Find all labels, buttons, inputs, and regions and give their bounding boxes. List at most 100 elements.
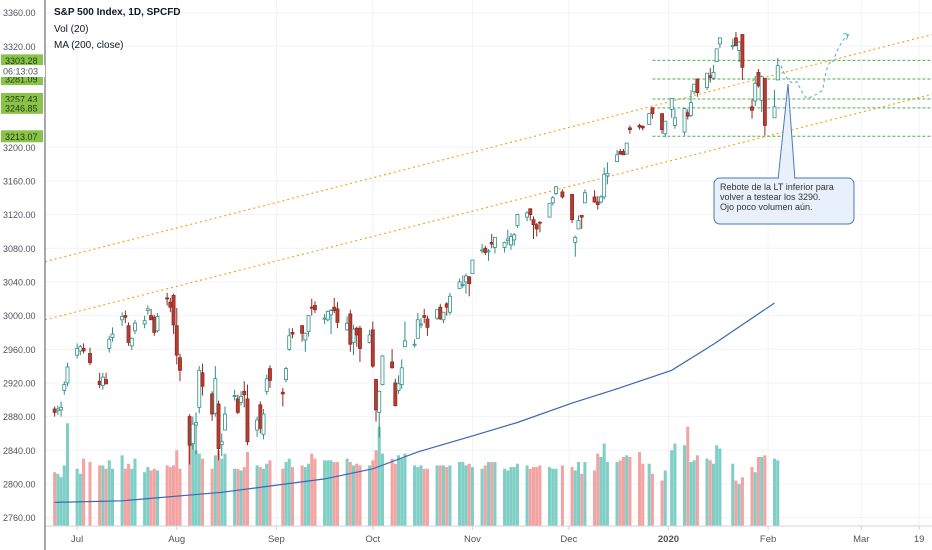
candle bbox=[624, 142, 629, 155]
legend-symbol[interactable]: S&P 500 Index, 1D, SPCFD bbox=[54, 7, 181, 18]
candle-body bbox=[255, 419, 260, 431]
volume-bar bbox=[303, 467, 307, 526]
volume-bar bbox=[200, 458, 205, 526]
candle-body bbox=[672, 117, 677, 126]
volume-bar bbox=[323, 460, 327, 526]
volume-bars bbox=[53, 423, 780, 526]
candle bbox=[509, 233, 513, 250]
volume-bar bbox=[618, 460, 622, 526]
candle-body bbox=[232, 395, 237, 397]
candle-body bbox=[171, 295, 176, 326]
volume-bar bbox=[390, 458, 394, 526]
candle-body bbox=[467, 276, 472, 285]
candle-body bbox=[419, 323, 423, 326]
time-tick-label: Aug bbox=[168, 534, 185, 545]
candle-body bbox=[647, 113, 652, 125]
volume-bar bbox=[396, 455, 401, 526]
volume-bar bbox=[233, 468, 237, 526]
candle bbox=[287, 328, 292, 351]
price-axis[interactable]: 3360.00 3320.00 3200.00 3160.00 3120.00 3080.… bbox=[3, 8, 36, 523]
candle bbox=[129, 337, 134, 351]
candle-body bbox=[717, 37, 722, 45]
candle bbox=[174, 308, 179, 365]
volume-bar bbox=[403, 453, 407, 526]
volume-bar bbox=[175, 450, 179, 526]
candle bbox=[740, 34, 745, 80]
candle bbox=[152, 314, 157, 336]
candle-body bbox=[640, 125, 645, 129]
candle bbox=[650, 107, 655, 119]
volume-bar bbox=[483, 465, 487, 526]
volume-bar bbox=[503, 468, 507, 526]
candle-body bbox=[605, 172, 610, 177]
candle-body bbox=[737, 41, 742, 51]
candle-body bbox=[730, 45, 735, 47]
time-tick-label: 2020 bbox=[658, 534, 679, 545]
candle-body bbox=[685, 112, 690, 117]
legend-ma[interactable]: MA (200, close) bbox=[54, 40, 123, 51]
callout-line-1: Rebote de la LT inferior para bbox=[720, 182, 834, 192]
volume-bar bbox=[258, 467, 262, 526]
volume-bar bbox=[509, 467, 513, 526]
volume-bar bbox=[660, 480, 664, 526]
volume-bar bbox=[625, 455, 629, 526]
volume-bar bbox=[560, 465, 564, 526]
volume-bar bbox=[596, 453, 600, 526]
candle bbox=[734, 31, 738, 47]
volume-bar bbox=[538, 465, 542, 526]
candle bbox=[528, 208, 533, 221]
volume-bar bbox=[368, 465, 372, 526]
candle-body bbox=[570, 194, 574, 221]
volume-bar bbox=[335, 462, 339, 526]
volume-bar bbox=[576, 462, 581, 526]
volume-bar bbox=[300, 465, 304, 526]
volume-bar bbox=[98, 465, 102, 526]
candle-body bbox=[168, 301, 173, 308]
candle-body bbox=[280, 391, 285, 395]
candle bbox=[142, 315, 147, 329]
volume-bar bbox=[197, 453, 201, 526]
candle-body bbox=[348, 313, 353, 345]
candle bbox=[534, 223, 539, 237]
volume-bar bbox=[438, 465, 442, 526]
annotation-callout[interactable]: Rebote de la LT inferior para volver a te… bbox=[713, 83, 855, 225]
time-axis[interactable]: Jul Aug Sep Oct Nov Dec 2020 Feb Mar 19 bbox=[71, 526, 924, 545]
candle bbox=[615, 149, 619, 162]
candle-body bbox=[444, 303, 449, 308]
candle-body bbox=[100, 376, 105, 386]
candle bbox=[239, 391, 243, 406]
candle bbox=[717, 37, 722, 48]
candle-body bbox=[345, 322, 350, 331]
volume-bar bbox=[307, 463, 311, 526]
volume-bar bbox=[583, 462, 587, 526]
candle-body bbox=[759, 76, 764, 101]
candle bbox=[223, 406, 227, 431]
candle-body bbox=[393, 382, 398, 407]
volume-bar bbox=[602, 443, 606, 526]
legend-volume[interactable]: Vol (20) bbox=[54, 24, 88, 35]
volume-bar bbox=[236, 468, 240, 526]
candle bbox=[554, 185, 558, 196]
level-label-text: 3257.43 bbox=[5, 94, 38, 104]
candle-body bbox=[390, 361, 395, 369]
candle-body bbox=[602, 173, 607, 198]
volume-bar bbox=[718, 448, 722, 526]
candle-body bbox=[534, 224, 539, 230]
candle bbox=[419, 318, 423, 329]
candle bbox=[602, 167, 607, 200]
volume-bar bbox=[641, 463, 645, 526]
candle-body bbox=[133, 322, 137, 332]
candle-body bbox=[59, 406, 63, 411]
candle-body bbox=[705, 72, 709, 88]
candle-body bbox=[322, 317, 327, 320]
candle bbox=[396, 375, 401, 394]
candle-body bbox=[261, 413, 266, 435]
volume-bar bbox=[348, 462, 352, 526]
volume-bar bbox=[461, 462, 465, 526]
time-tick-label: 19 bbox=[914, 534, 925, 545]
volume-bar bbox=[458, 462, 462, 526]
legend[interactable]: S&P 500 Index, 1D, SPCFD Vol (20) MA (20… bbox=[54, 7, 181, 51]
volume-bar bbox=[763, 455, 767, 526]
moving-average bbox=[54, 302, 775, 503]
